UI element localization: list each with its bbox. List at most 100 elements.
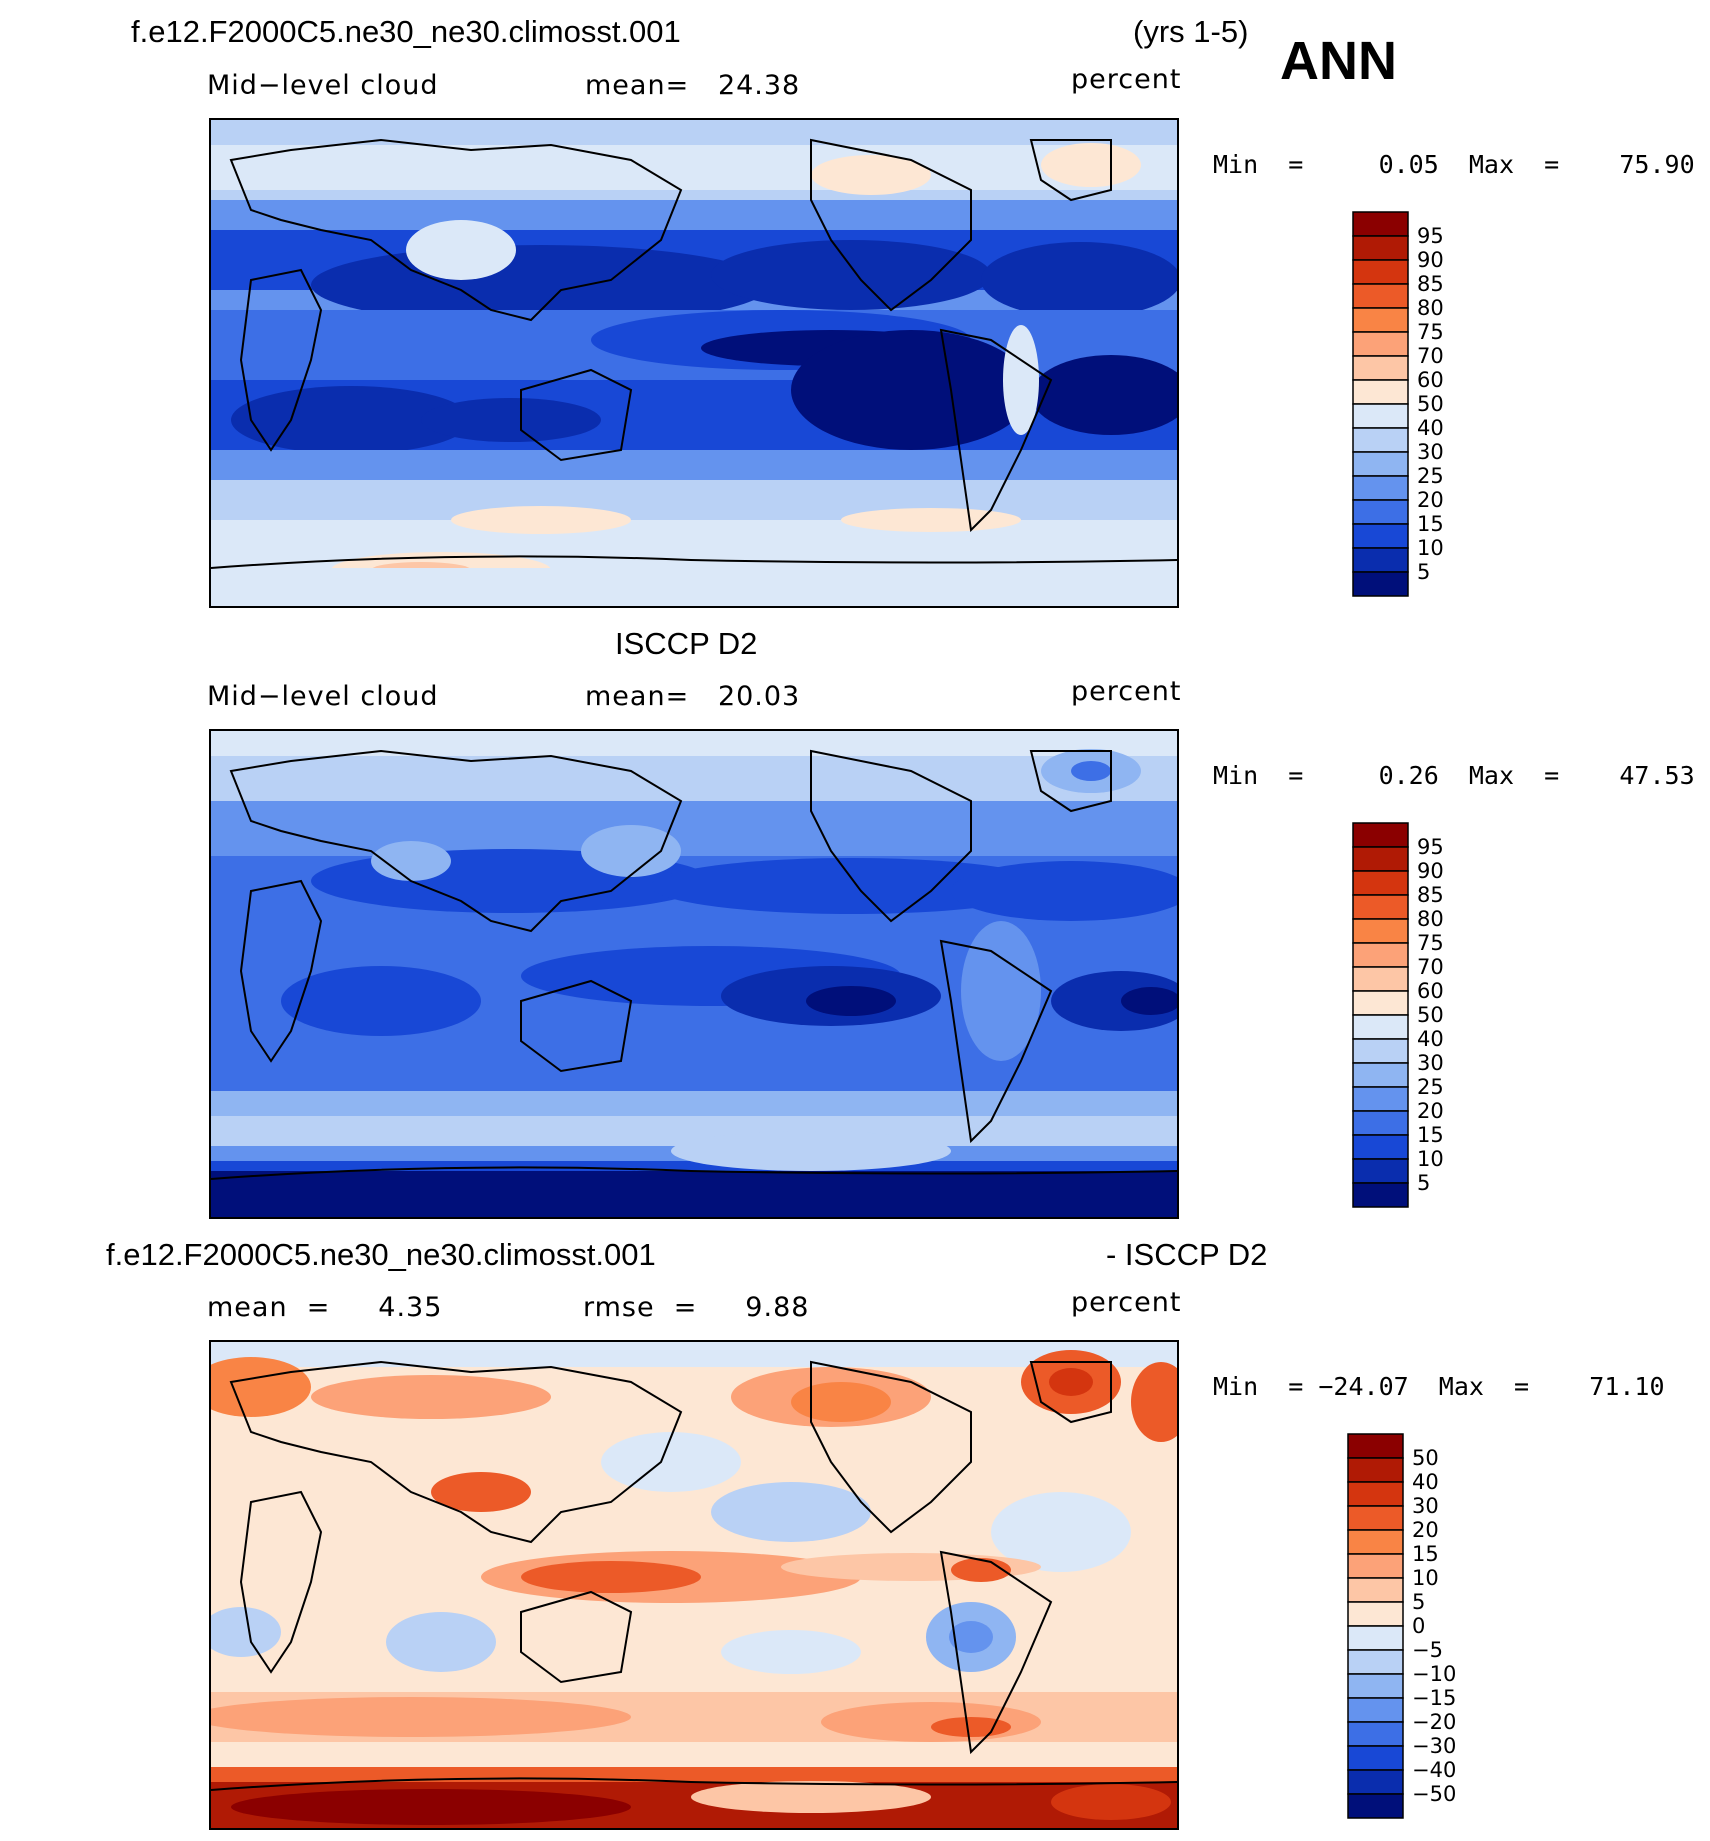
years-label: (yrs 1-5) [1133,14,1249,49]
colorbar-tick-label: 80 [1417,907,1444,931]
colorbar-swatch [1347,1697,1404,1723]
colorbar-swatch [1347,1529,1404,1555]
colorbar-swatch [1352,475,1409,501]
colorbar-tick-label: 25 [1417,464,1444,488]
colorbar-swatch [1347,1721,1404,1747]
colorbar-tick-label: 85 [1417,883,1444,907]
colorbar-swatch [1352,547,1409,573]
colorbar-tick-label: 20 [1417,1099,1444,1123]
colorbar-swatch [1352,1014,1409,1040]
colorbar-tick-label: 85 [1417,272,1444,296]
colorbar-tick-label: −30 [1412,1734,1456,1758]
panel1-map [209,118,1179,608]
colorbar-swatch [1347,1625,1404,1651]
colorbar-tick-label: 0 [1412,1614,1425,1638]
colorbar-tick-label: 40 [1417,416,1444,440]
colorbar-swatch [1347,1793,1404,1819]
panel3-map [209,1340,1179,1830]
colorbar-swatch [1347,1577,1404,1603]
colorbar-tick-label: 75 [1417,320,1444,344]
colorbar-tick-label: 25 [1417,1075,1444,1099]
colorbar-swatch [1347,1553,1404,1579]
colorbar-tick-label: −20 [1412,1710,1456,1734]
colorbar-tick-label: 70 [1417,955,1444,979]
colorbar-swatch [1352,451,1409,477]
colorbar-swatch [1352,355,1409,381]
colorbar-tick-label: 10 [1417,536,1444,560]
colorbar-tick-label: 20 [1412,1518,1439,1542]
colorbar-tick-label: 10 [1417,1147,1444,1171]
colorbar-tick-label: −40 [1412,1758,1456,1782]
colorbar-swatch [1352,403,1409,429]
panel1-mean-label: mean= 24.38 [585,70,801,101]
colorbar-swatch [1347,1769,1404,1795]
colorbar-tick-label: −5 [1412,1638,1443,1662]
panel1-units-label: percent [1071,64,1182,95]
panel2-colorbar: 95 90 85 80 75 70 60 50 40 30 25 20 15 10 5 [1352,822,1502,1215]
colorbar-swatch [1352,211,1409,237]
colorbar-swatch [1352,918,1409,944]
panel3-title-left: f.e12.F2000C5.ne30_ne30.climosst.001 [106,1237,656,1272]
colorbar-tick-label: −50 [1412,1782,1456,1806]
colorbar-swatch [1352,1182,1409,1208]
colorbar-swatch [1352,870,1409,896]
panel3-title-right: - ISCCP D2 [1106,1237,1268,1272]
panel2-map [209,729,1179,1219]
case-title: f.e12.F2000C5.ne30_ne30.climosst.001 [131,14,681,49]
colorbar-swatch [1352,331,1409,357]
colorbar-tick-label: 30 [1417,440,1444,464]
colorbar-swatch [1352,307,1409,333]
colorbar-swatch [1352,259,1409,285]
colorbar-tick-label: 15 [1417,512,1444,536]
colorbar-swatch [1352,1110,1409,1136]
panel2-mean-label: mean= 20.03 [585,681,801,712]
colorbar-swatch [1352,1134,1409,1160]
panel3-mean-label: mean = 4.35 [207,1292,443,1323]
colorbar-swatch [1352,822,1409,848]
colorbar-swatch [1347,1601,1404,1627]
colorbar-tick-label: 20 [1417,488,1444,512]
colorbar-swatch [1352,1038,1409,1064]
colorbar-tick-label: 95 [1417,224,1444,248]
colorbar-tick-label: 90 [1417,859,1444,883]
panel1-colorbar: 95 90 85 80 75 70 60 50 40 30 25 20 15 10 5 [1352,211,1502,604]
colorbar-tick-label: 80 [1417,296,1444,320]
panel1-field-label: Mid−level cloud [207,70,439,101]
colorbar-swatch [1352,499,1409,525]
colorbar-tick-label: 40 [1412,1470,1439,1494]
colorbar-swatch [1352,523,1409,549]
colorbar-swatch [1347,1481,1404,1507]
panel1-contour-field [211,120,1177,606]
colorbar-swatch [1352,966,1409,992]
colorbar-tick-label: 10 [1412,1566,1439,1590]
panel2-title: ISCCP D2 [615,626,758,661]
colorbar-swatch [1352,1086,1409,1112]
panel3-contour-field [211,1342,1177,1828]
colorbar-swatch [1352,235,1409,261]
colorbar-tick-label: 60 [1417,368,1444,392]
colorbar-tick-label: −10 [1412,1662,1456,1686]
colorbar-swatch [1352,1158,1409,1184]
colorbar-tick-label: 5 [1417,560,1430,584]
colorbar-tick-label: 50 [1412,1446,1439,1470]
colorbar-tick-label: 50 [1417,1003,1444,1027]
panel3-rmse-label: rmse = 9.88 [583,1292,810,1323]
panel3-units-label: percent [1071,1287,1182,1318]
panel2-contour-field [211,731,1177,1217]
colorbar-swatch [1347,1433,1404,1459]
panel1-minmax: Min = 0.05 Max = 75.90 [1213,150,1695,179]
colorbar-swatch [1347,1457,1404,1483]
colorbar-tick-label: −15 [1412,1686,1456,1710]
colorbar-swatch [1352,990,1409,1016]
colorbar-tick-label: 40 [1417,1027,1444,1051]
colorbar-tick-label: 75 [1417,931,1444,955]
colorbar-tick-label: 15 [1417,1123,1444,1147]
colorbar-swatch [1347,1649,1404,1675]
panel2-units-label: percent [1071,676,1182,707]
colorbar-swatch [1347,1505,1404,1531]
panel3-colorbar: 50 40 30 20 15 10 5 0 −5 −10 −15 −20 −30 −40 −50 [1347,1433,1497,1826]
colorbar-tick-label: 50 [1417,392,1444,416]
